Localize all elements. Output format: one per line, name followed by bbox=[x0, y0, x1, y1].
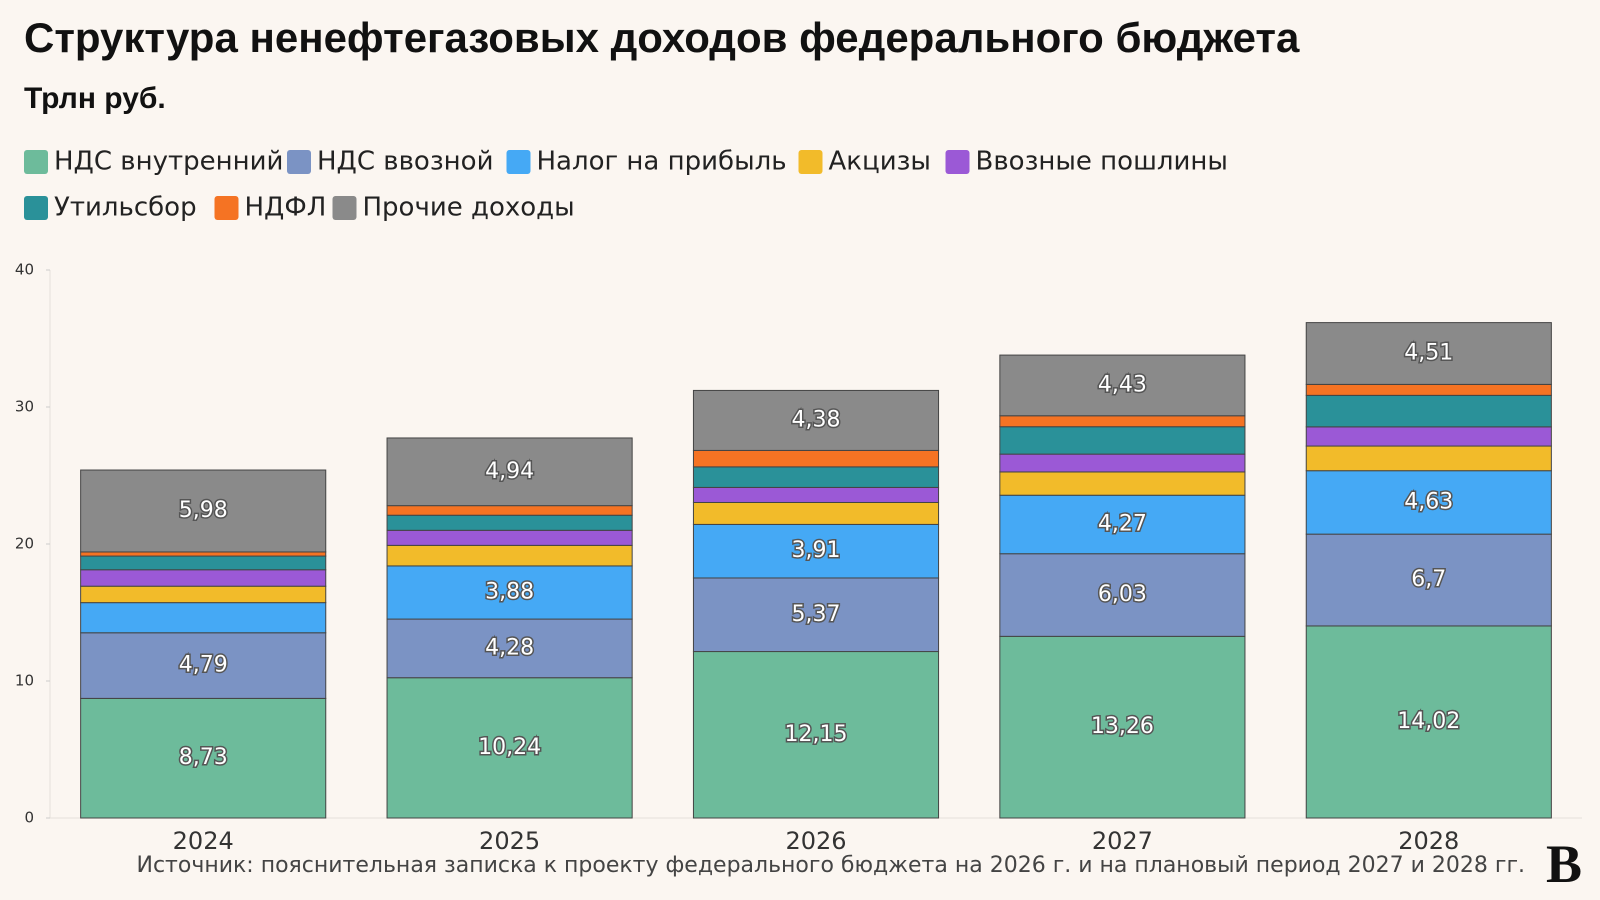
legend-swatch bbox=[332, 196, 357, 220]
value-label: 13,26 bbox=[1091, 714, 1154, 739]
legend-swatch bbox=[798, 150, 823, 174]
value-label: 8,73 bbox=[179, 745, 228, 770]
bar-segment bbox=[999, 453, 1246, 473]
value-label: 10,24 bbox=[478, 735, 541, 760]
value-label: 5,37 bbox=[792, 602, 841, 627]
bar-segment bbox=[999, 354, 1246, 417]
chart-subtitle: Трлн руб. bbox=[24, 82, 166, 115]
x-tick-label: 2028 bbox=[1398, 827, 1459, 855]
legend-swatch bbox=[287, 150, 311, 174]
value-label: 4,27 bbox=[1098, 511, 1147, 536]
bar-segment bbox=[386, 677, 633, 819]
legend-label: Утильсбор bbox=[54, 193, 197, 223]
bar-segment bbox=[386, 618, 633, 679]
bar-segment bbox=[386, 514, 633, 531]
bar-segment bbox=[692, 577, 940, 653]
bar-segment bbox=[386, 437, 633, 507]
y-tick-label: 40 bbox=[15, 261, 34, 279]
legend-label: НДС ввозной bbox=[317, 147, 493, 177]
value-label: 4,38 bbox=[792, 407, 841, 432]
legend-swatch bbox=[506, 150, 531, 174]
legend-swatch bbox=[945, 150, 970, 174]
bar-segment bbox=[692, 389, 940, 451]
y-tick-label: 10 bbox=[15, 672, 34, 690]
value-label: 5,98 bbox=[179, 498, 228, 523]
bar-segment bbox=[80, 602, 327, 634]
bar-segment bbox=[692, 449, 940, 468]
bar-segment bbox=[692, 501, 940, 525]
x-tick-label: 2025 bbox=[479, 827, 540, 855]
value-label: 14,02 bbox=[1397, 709, 1460, 734]
x-tick-label: 2024 bbox=[173, 827, 234, 855]
x-tick-label: 2027 bbox=[1092, 827, 1153, 855]
bar-segment bbox=[386, 544, 633, 567]
bar-segment bbox=[1305, 426, 1552, 447]
bar-segment bbox=[80, 555, 327, 571]
legend-label: НДФЛ bbox=[245, 193, 327, 223]
logo: В bbox=[1546, 834, 1582, 894]
bar-segment bbox=[692, 466, 940, 488]
bar-segment bbox=[999, 553, 1246, 637]
y-tick-label: 30 bbox=[15, 398, 34, 416]
value-label: 4,63 bbox=[1404, 489, 1453, 514]
x-tick-label: 2026 bbox=[785, 827, 846, 855]
bar-segment bbox=[80, 585, 327, 604]
source: Источник: пояснительная записка к проект… bbox=[137, 853, 1526, 878]
legend-swatch bbox=[24, 150, 48, 174]
value-label: 12,15 bbox=[785, 722, 848, 747]
bar-segment bbox=[386, 529, 633, 546]
legend-swatch bbox=[24, 196, 48, 220]
bar-segment bbox=[80, 569, 327, 587]
bar-segment bbox=[386, 505, 633, 516]
value-label: 6,03 bbox=[1098, 582, 1147, 607]
value-label: 4,43 bbox=[1098, 372, 1147, 397]
value-label: 6,7 bbox=[1411, 567, 1446, 592]
value-label: 4,28 bbox=[485, 635, 534, 660]
legend-label: Ввозные пошлины bbox=[976, 147, 1228, 177]
value-label: 4,94 bbox=[485, 459, 534, 484]
bar-segment bbox=[692, 651, 940, 819]
bar-segment bbox=[1305, 445, 1552, 472]
bar-segment bbox=[1305, 322, 1552, 385]
bar-segment bbox=[1305, 533, 1552, 627]
chart-title: Структура ненефтегазовых доходов федерал… bbox=[24, 14, 1300, 61]
bar-segment bbox=[80, 469, 327, 553]
bar-segment bbox=[692, 523, 940, 579]
bar-segment bbox=[80, 551, 327, 557]
y-tick-label: 20 bbox=[15, 535, 34, 553]
legend-swatch bbox=[214, 196, 239, 220]
value-label: 3,88 bbox=[485, 579, 534, 604]
bar-segment bbox=[999, 471, 1246, 496]
value-label: 4,51 bbox=[1404, 341, 1453, 366]
bar-segment bbox=[1305, 625, 1552, 819]
bar-segment bbox=[999, 415, 1246, 428]
bar-segment bbox=[1305, 394, 1552, 428]
bar-segment bbox=[999, 635, 1246, 819]
value-label: 4,79 bbox=[179, 653, 228, 678]
bar-segment bbox=[386, 565, 633, 620]
value-label: 3,91 bbox=[792, 538, 841, 563]
bar-segment bbox=[999, 426, 1246, 455]
legend-label: Акцизы bbox=[829, 147, 931, 177]
y-tick-label: 0 bbox=[24, 809, 34, 827]
legend-label: Налог на прибыль bbox=[537, 147, 787, 177]
legend-label: НДС внутренний bbox=[54, 147, 283, 177]
legend-label: Прочие доходы bbox=[363, 193, 575, 223]
bar-segment bbox=[80, 632, 327, 699]
bar-segment bbox=[1305, 383, 1552, 396]
bar-segment bbox=[692, 486, 940, 503]
